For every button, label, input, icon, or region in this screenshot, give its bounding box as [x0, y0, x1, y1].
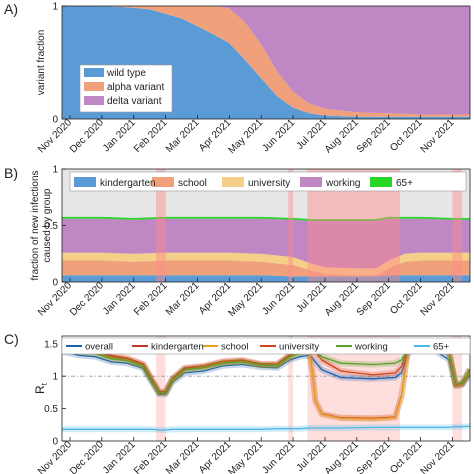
y-tick-label: 0	[52, 278, 58, 289]
y-tick-label: 0	[52, 437, 58, 448]
legend-label: working	[325, 178, 360, 189]
panel-label: A)	[4, 1, 18, 17]
y-axis-label: Rt	[33, 382, 49, 394]
shaded-period	[156, 336, 166, 441]
shaded-period	[288, 169, 294, 282]
legend-swatch	[152, 177, 174, 187]
legend-swatch	[74, 177, 96, 187]
panel-label: B)	[4, 165, 18, 181]
x-tick-label: Mar 2021	[164, 117, 202, 155]
x-tick-label: Jun 2021	[260, 117, 297, 154]
line-65-plus-top	[62, 216, 470, 221]
x-tick-label: Mar 2021	[164, 280, 202, 318]
shaded-period	[452, 336, 463, 441]
legend-label: 65+	[396, 178, 413, 189]
plot-frame	[61, 5, 471, 120]
y-axis-label: variant fraction	[36, 30, 47, 96]
area-delta-variant	[62, 6, 470, 115]
y-tick-label: 0	[52, 115, 58, 126]
x-tick-label: Jun 2021	[260, 439, 297, 474]
x-tick-label: May 2021	[227, 280, 266, 319]
legend	[79, 64, 173, 113]
legend-label: university	[248, 178, 290, 189]
x-tick-label: Sep 2021	[355, 439, 393, 474]
area-kindergarten	[62, 275, 470, 282]
y-tick-label: 1	[52, 2, 58, 13]
legend-swatch	[84, 82, 104, 91]
legend-label: wild type	[106, 68, 146, 79]
x-tick-label: Sep 2021	[355, 117, 393, 155]
y-tick-label: 1	[52, 372, 58, 383]
shaded-period	[288, 336, 294, 441]
legend-label: university	[279, 342, 319, 353]
area-alpha-variant	[62, 6, 470, 117]
x-tick-label: May 2021	[227, 117, 266, 156]
legend-swatch	[84, 68, 104, 77]
legend-label: working	[354, 342, 388, 353]
x-tick-label: Mar 2021	[164, 439, 202, 474]
y-axis-label: fraction of new infectionscaused by grou…	[30, 170, 53, 280]
area-school	[62, 260, 470, 277]
shaded-period	[156, 169, 166, 282]
x-tick-label: Feb 2021	[132, 280, 170, 318]
legend-swatch	[222, 177, 244, 187]
x-tick-label: Sep 2021	[355, 280, 393, 318]
x-tick-label: Feb 2021	[132, 117, 170, 155]
series-65-	[62, 425, 470, 431]
legend-label: school	[178, 178, 207, 189]
y-tick-label: 1	[52, 165, 58, 176]
x-tick-label: Nov 2021	[419, 439, 457, 474]
legend-swatch	[84, 96, 104, 105]
x-tick-label: Dec 2020	[68, 280, 106, 318]
x-tick-label: Dec 2020	[68, 117, 106, 155]
y-tick-label: 0.5	[44, 404, 58, 415]
legend-swatch	[300, 177, 322, 187]
legend-label: delta variant	[107, 96, 162, 107]
legend-swatch	[370, 177, 392, 187]
plot-frame	[61, 335, 471, 442]
x-tick-label: Nov 2021	[419, 117, 457, 155]
x-tick-label: Jun 2021	[260, 280, 297, 317]
legend-label: school	[221, 342, 248, 353]
legend-label: kindergarten	[151, 342, 204, 353]
y-tick-label: 1.5	[44, 339, 58, 350]
y-tick-label: 0.5	[44, 221, 58, 232]
legend-label: 65+	[433, 342, 450, 353]
legend	[69, 171, 467, 192]
area-university	[62, 252, 470, 276]
shaded-period	[452, 169, 463, 282]
panel-label: C)	[4, 331, 19, 347]
legend-label: alpha variant	[107, 82, 164, 93]
legend	[61, 337, 471, 355]
x-tick-label: Nov 2021	[419, 280, 457, 318]
legend-label: overall	[85, 342, 113, 353]
area-working	[62, 218, 470, 269]
legend-label: kindergarten	[100, 178, 156, 189]
